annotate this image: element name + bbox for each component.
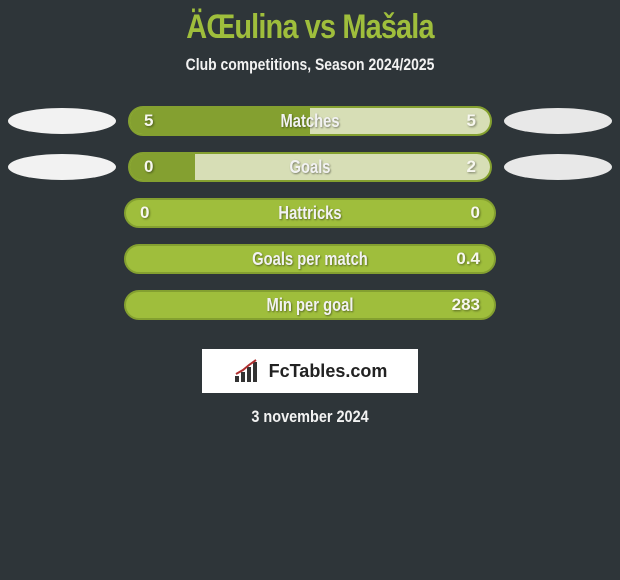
stat-row: 283Min per goal [4,289,616,321]
page-title: ÄŒulina vs Mašala [47,8,574,47]
stat-row: 5 5 Matches [4,105,616,137]
stat-row: 0 2 Goals [4,151,616,183]
stat-label: Hattricks [159,200,461,226]
fctables-logo-icon [233,358,263,384]
stat-value-right: 0 [471,200,480,226]
stat-value-right: 5 [467,108,476,134]
stat-value-left: 0 [140,200,149,226]
stat-label: Matches [162,108,457,134]
stat-bar: 5 5 Matches [128,106,492,136]
stat-row: 0 0 Hattricks [4,197,616,229]
player-badge-right [504,108,612,134]
player-badge-left [8,154,116,180]
player-badge-right [504,154,612,180]
stat-label: Goals per match [159,246,461,272]
page-subtitle: Club competitions, Season 2024/2025 [56,55,564,75]
player-badge-left [8,108,116,134]
watermark-text: FcTables.com [269,361,388,382]
footer-date: 3 november 2024 [47,407,574,427]
stat-bar: 283Min per goal [124,290,496,320]
stat-value-left: 5 [144,108,153,134]
stat-label: Goals [162,154,457,180]
stat-bar: 0 0 Hattricks [124,198,496,228]
watermark: FcTables.com [202,349,418,393]
stats-list: 55Matches02Goals00Hattricks0.4Goals per … [0,105,620,321]
stat-label: Min per goal [159,292,461,318]
stat-bar: 0 2 Goals [128,152,492,182]
stat-value-left: 0 [144,154,153,180]
stat-value-right: 2 [467,154,476,180]
stat-row: 0.4Goals per match [4,243,616,275]
stat-bar: 0.4Goals per match [124,244,496,274]
